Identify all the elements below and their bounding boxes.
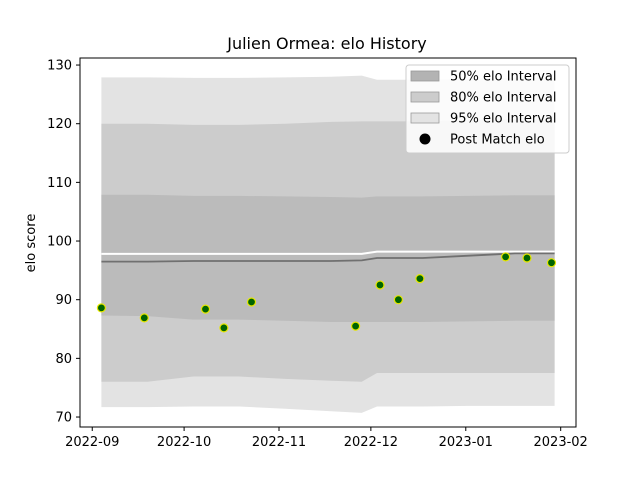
legend: 50% elo Interval 80% elo Interval 95% elo … <box>405 64 570 154</box>
chart-title: Julien Ormea: elo History <box>226 34 427 53</box>
y-tick-label: 110 <box>47 176 72 191</box>
highlight-line <box>101 250 555 255</box>
x-tick-label: 2023-02 <box>534 435 588 450</box>
post-match-point <box>96 303 107 313</box>
legend-swatch <box>410 112 440 124</box>
x-tick-label: 2022-09 <box>65 435 119 450</box>
legend-box <box>405 64 570 154</box>
legend-label: 50% elo Interval <box>450 70 557 85</box>
y-tick-label: 120 <box>47 117 72 132</box>
x-tick-label: 2022-12 <box>344 435 398 450</box>
x-tick-label: 2023-01 <box>439 435 493 450</box>
legend-swatch <box>410 91 440 103</box>
legend-label: 95% elo Interval <box>450 112 557 127</box>
x-tick-label: 2022-11 <box>252 435 306 450</box>
y-axis-label: elo score <box>24 214 39 273</box>
post-match-point <box>139 313 149 323</box>
legend-label: Post Match elo <box>450 133 545 148</box>
y-tick-label: 90 <box>55 293 72 308</box>
post-match-point <box>219 323 229 333</box>
x-tick-label: 2022-10 <box>157 435 211 450</box>
post-match-point <box>200 304 211 314</box>
legend-swatch <box>410 70 440 82</box>
axes-frame <box>79 57 577 428</box>
post-match-point <box>546 258 557 268</box>
legend-marker <box>419 133 431 145</box>
band-50-elo-interval <box>101 194 555 322</box>
post-match-point <box>501 252 511 262</box>
post-match-point <box>246 297 257 307</box>
y-tick-label: 70 <box>55 411 72 426</box>
post-match-point <box>393 295 403 305</box>
y-tick-label: 80 <box>55 352 72 367</box>
post-match-point <box>375 280 385 290</box>
mean-line <box>101 252 555 263</box>
post-match-point <box>351 321 361 331</box>
plot-area: 70 80 90 100 110 120 130 2022-09 2022-10 2022-11 2… <box>47 57 588 450</box>
legend-label: 80% elo Interval <box>450 91 557 106</box>
y-tick-label: 130 <box>47 59 72 74</box>
post-match-point <box>415 274 425 284</box>
post-match-point <box>522 253 532 263</box>
y-tick-label: 100 <box>47 235 72 250</box>
